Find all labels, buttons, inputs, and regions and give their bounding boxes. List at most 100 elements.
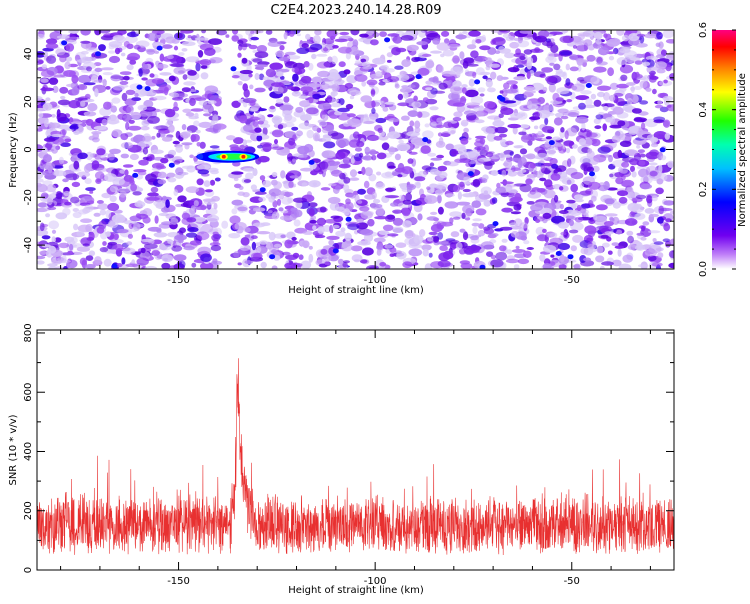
spectrogram-cell — [437, 260, 451, 268]
spectrogram-cell — [76, 171, 91, 178]
spectrogram-cell — [239, 69, 253, 75]
spectrogram-cell — [545, 75, 557, 83]
spectrogram-cell — [587, 243, 597, 250]
spectrogram-cell — [189, 154, 194, 159]
spectrogram-cell — [243, 179, 251, 183]
spectrogram-cell — [516, 64, 525, 68]
spectrogram-cell — [611, 135, 621, 143]
spectrogram-cell — [491, 197, 498, 204]
spectrogram-cell — [111, 97, 121, 104]
spectrogram-cell — [293, 197, 307, 203]
spectrogram-cell — [164, 154, 175, 159]
spectrogram-cell — [621, 179, 635, 188]
spectrogram-cell — [161, 262, 171, 269]
spectrogram-cell — [472, 226, 478, 235]
spectrogram-cell — [444, 38, 450, 44]
spectrogram-cell — [209, 145, 220, 149]
spectrogram-cell — [124, 98, 137, 106]
spectrogram-cell — [513, 264, 520, 269]
spectrogram-cell — [77, 59, 86, 63]
spectrogram-cell — [602, 123, 607, 132]
spectrogram-cell — [303, 60, 310, 68]
spectrogram-cell — [502, 162, 509, 167]
spectrogram-cell — [510, 196, 523, 203]
spectrogram-cell — [617, 149, 623, 159]
spectrogram-cell — [567, 254, 574, 260]
spectrogram-cell — [555, 251, 562, 256]
spectrogram-cell — [585, 83, 592, 88]
spectrogram-cell — [293, 209, 303, 218]
spectrogram-cell — [441, 30, 450, 37]
spectrogram-cell — [537, 109, 551, 119]
spectrogram-cell — [468, 78, 475, 87]
spectrogram-cell — [154, 215, 159, 224]
spectrogram-cell — [142, 147, 149, 155]
spectrogram-cell — [285, 254, 298, 260]
spectrogram-cell — [271, 146, 285, 150]
spectrogram-cell — [37, 96, 43, 101]
spectrogram-cell — [566, 179, 572, 185]
spectrogram-cell — [343, 260, 350, 264]
spectrogram-cell — [638, 168, 649, 178]
spectrogram-cell — [387, 76, 400, 83]
spectrogram-cell — [109, 195, 117, 202]
spectrogram-cell — [616, 83, 629, 89]
spectrogram-cell — [171, 245, 183, 252]
spectrogram-cell — [158, 132, 166, 138]
spectrogram-cell — [386, 52, 393, 58]
spectrogram-cell — [436, 124, 445, 129]
spectrogram-cell — [156, 164, 163, 170]
spectrogram-cell — [120, 153, 129, 159]
spectrogram-cell — [182, 108, 192, 114]
spectrogram-cell — [645, 55, 659, 61]
spectrogram-cell — [386, 214, 396, 220]
spectrogram-cell — [538, 30, 550, 38]
spectrogram-cell — [470, 235, 479, 241]
spectrogram-cell — [666, 104, 674, 112]
spectrogram-cell — [231, 35, 239, 42]
spectrogram-cell — [653, 131, 668, 140]
spectrogram-cell — [385, 187, 396, 192]
spectrogram-cell — [618, 196, 628, 204]
spectrogram-cell — [415, 74, 422, 80]
spectrogram-cell — [268, 196, 276, 203]
spectrogram-cell — [244, 260, 253, 265]
spectrogram-cell — [210, 170, 219, 175]
spectrogram-cell — [49, 122, 61, 129]
spectrogram-cell — [269, 105, 276, 110]
spectrogram-cell — [615, 229, 623, 235]
spectrogram-cell — [446, 161, 459, 167]
spectrogram-cell — [165, 36, 176, 44]
spectrogram-cell — [646, 195, 653, 204]
spectrogram-cell — [311, 53, 317, 60]
colorbar-ticks: 0.0 0.2 0.4 0.6 — [698, 22, 736, 277]
spectrogram-cell — [543, 104, 554, 112]
spectrogram-cell — [566, 199, 576, 204]
spectrogram-cell — [321, 150, 336, 159]
spectrogram-cell — [271, 171, 278, 178]
spectrogram-cell — [39, 222, 45, 232]
spectrogram-cell — [436, 154, 444, 159]
spectrogram-cell — [364, 154, 372, 160]
spectrogram-cell — [450, 231, 460, 238]
spectrogram-cell — [479, 264, 486, 269]
spectrogram-cell — [459, 51, 465, 60]
spectrogram-cell — [249, 100, 256, 106]
spectrogram-cell — [597, 91, 605, 98]
spectrogram-cell — [300, 86, 314, 93]
spectrogram-cell — [472, 158, 485, 165]
spectrogram-cell — [326, 30, 338, 38]
spectrogram-cell — [402, 208, 411, 217]
spectrogram-cell — [430, 121, 437, 127]
spectrogram-cell — [344, 82, 354, 89]
spectrogram-cell — [162, 196, 172, 201]
spectrogram-cell — [231, 171, 244, 175]
spectrogram-cell — [271, 214, 277, 219]
spectrogram-cell — [141, 77, 148, 81]
spectrogram-cell — [585, 98, 593, 107]
spectrogram-cell — [637, 149, 646, 154]
spectrogram-cell — [642, 61, 651, 66]
spectrogram-cell — [621, 161, 630, 168]
spectrogram-cell — [254, 127, 262, 133]
